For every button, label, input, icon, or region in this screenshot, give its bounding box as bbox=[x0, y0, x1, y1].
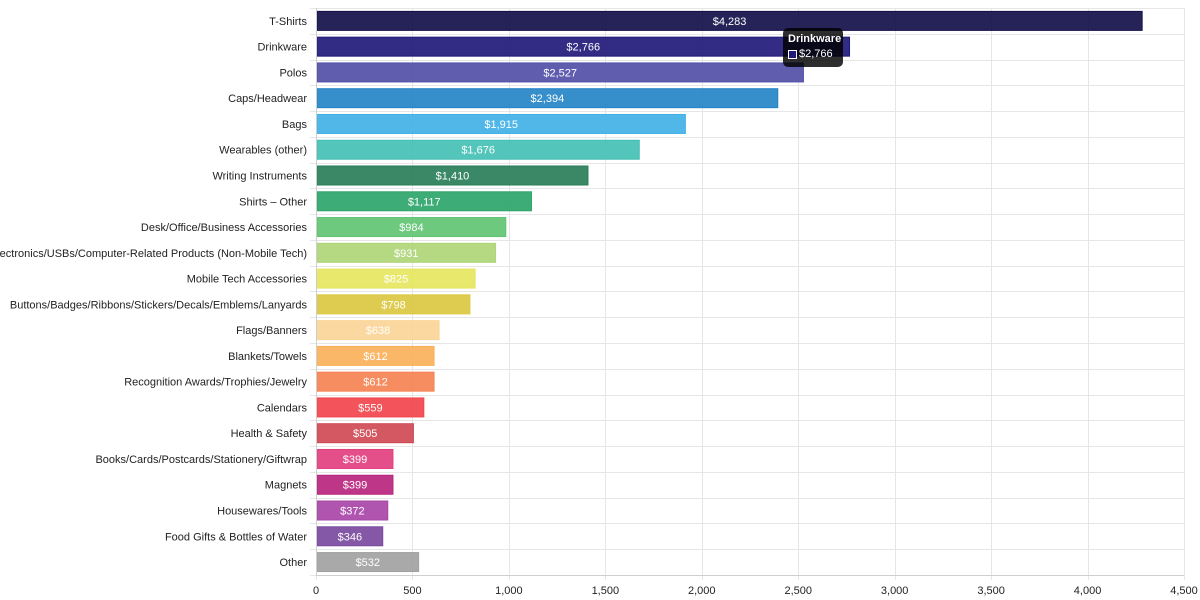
x-tick-label: 4,000 bbox=[1074, 585, 1102, 597]
bar-value-label: $1,410 bbox=[436, 171, 470, 183]
x-axis: 0 500 1,000 1,500 2,000 2,500 3,000 3,500 4,000 4… bbox=[313, 8, 1198, 597]
bar-value-label: $346 bbox=[338, 531, 362, 543]
bar-value-label: $399 bbox=[343, 480, 367, 492]
category-label: Calendars bbox=[257, 402, 308, 414]
x-tick-label: 1,000 bbox=[495, 585, 523, 597]
tooltip-color-swatch bbox=[788, 50, 797, 59]
tooltip-row: $2,766 bbox=[788, 47, 838, 62]
category-label: Polos bbox=[279, 67, 307, 79]
category-label: Electronics/USBs/Computer-Related Produc… bbox=[0, 248, 307, 260]
category-label: Drinkware bbox=[257, 42, 307, 54]
bar-value-label: $825 bbox=[384, 274, 408, 286]
x-tick-label: 2,000 bbox=[688, 585, 716, 597]
bar-value-label: $612 bbox=[363, 351, 387, 363]
category-label-layer: T-Shirts Drinkware Polos Caps/Headwear Bags W… bbox=[0, 16, 307, 569]
category-label: Buttons/Badges/Ribbons/Stickers/Decals/E… bbox=[10, 299, 308, 311]
category-label: Magnets bbox=[265, 480, 308, 492]
category-label: Recognition Awards/Trophies/Jewelry bbox=[124, 377, 307, 389]
category-label: Shirts – Other bbox=[239, 196, 307, 208]
category-label: Bags bbox=[282, 119, 308, 131]
category-label: Mobile Tech Accessories bbox=[187, 274, 308, 286]
category-label: Writing Instruments bbox=[212, 171, 307, 183]
x-tick-label: 1,500 bbox=[592, 585, 620, 597]
x-tick-label: 4,500 bbox=[1170, 585, 1198, 597]
hover-tooltip: Drinkware $2,766 bbox=[783, 28, 843, 67]
bar-value-label: $2,394 bbox=[531, 93, 565, 105]
bar-value-label: $2,527 bbox=[543, 67, 577, 79]
category-label: Other bbox=[279, 557, 307, 569]
bar-value-label: $372 bbox=[340, 506, 364, 518]
x-tick-label: 500 bbox=[403, 585, 421, 597]
bar-value-label: $2,766 bbox=[566, 42, 600, 54]
category-label: Books/Cards/Postcards/Stationery/Giftwra… bbox=[95, 454, 307, 466]
bar-value-label: $638 bbox=[366, 325, 390, 337]
grid-layer bbox=[310, 8, 1185, 580]
category-label: Health & Safety bbox=[231, 428, 308, 440]
bar-value-label: $1,117 bbox=[408, 196, 441, 208]
category-label: Blankets/Towels bbox=[228, 351, 307, 363]
category-label: Desk/Office/Business Accessories bbox=[141, 222, 308, 234]
bar-value-label: $399 bbox=[343, 454, 367, 466]
category-label: Food Gifts & Bottles of Water bbox=[165, 531, 307, 543]
bar-value-label: $1,915 bbox=[484, 119, 518, 131]
category-label: T-Shirts bbox=[269, 16, 307, 28]
bar-value-label: $984 bbox=[399, 222, 423, 234]
bar-value-label: $798 bbox=[381, 299, 405, 311]
bar-value-label: $559 bbox=[358, 402, 382, 414]
category-label: Housewares/Tools bbox=[217, 506, 307, 518]
category-label: Caps/Headwear bbox=[228, 93, 307, 105]
bar-value-label: $1,676 bbox=[461, 145, 495, 157]
x-tick-label: 2,500 bbox=[784, 585, 812, 597]
x-tick-label: 3,000 bbox=[881, 585, 909, 597]
tooltip-title: Drinkware bbox=[788, 33, 842, 45]
tooltip-value: $2,766 bbox=[799, 48, 833, 60]
bar-value-label: $532 bbox=[356, 557, 380, 569]
bar-value-label: $505 bbox=[353, 428, 377, 440]
bar-layer: $4,283 $2,766 $2,527 $2,394 $1,915 $1,676 $1,4… bbox=[316, 10, 1143, 573]
bar-value-label: $4,283 bbox=[713, 16, 747, 28]
bar-value-label: $612 bbox=[363, 377, 387, 389]
category-label: Wearables (other) bbox=[219, 145, 307, 157]
category-label: Flags/Banners bbox=[236, 325, 307, 337]
bar-value-label: $931 bbox=[394, 248, 418, 260]
x-tick-label: 0 bbox=[313, 585, 319, 597]
x-tick-label: 3,500 bbox=[977, 585, 1005, 597]
